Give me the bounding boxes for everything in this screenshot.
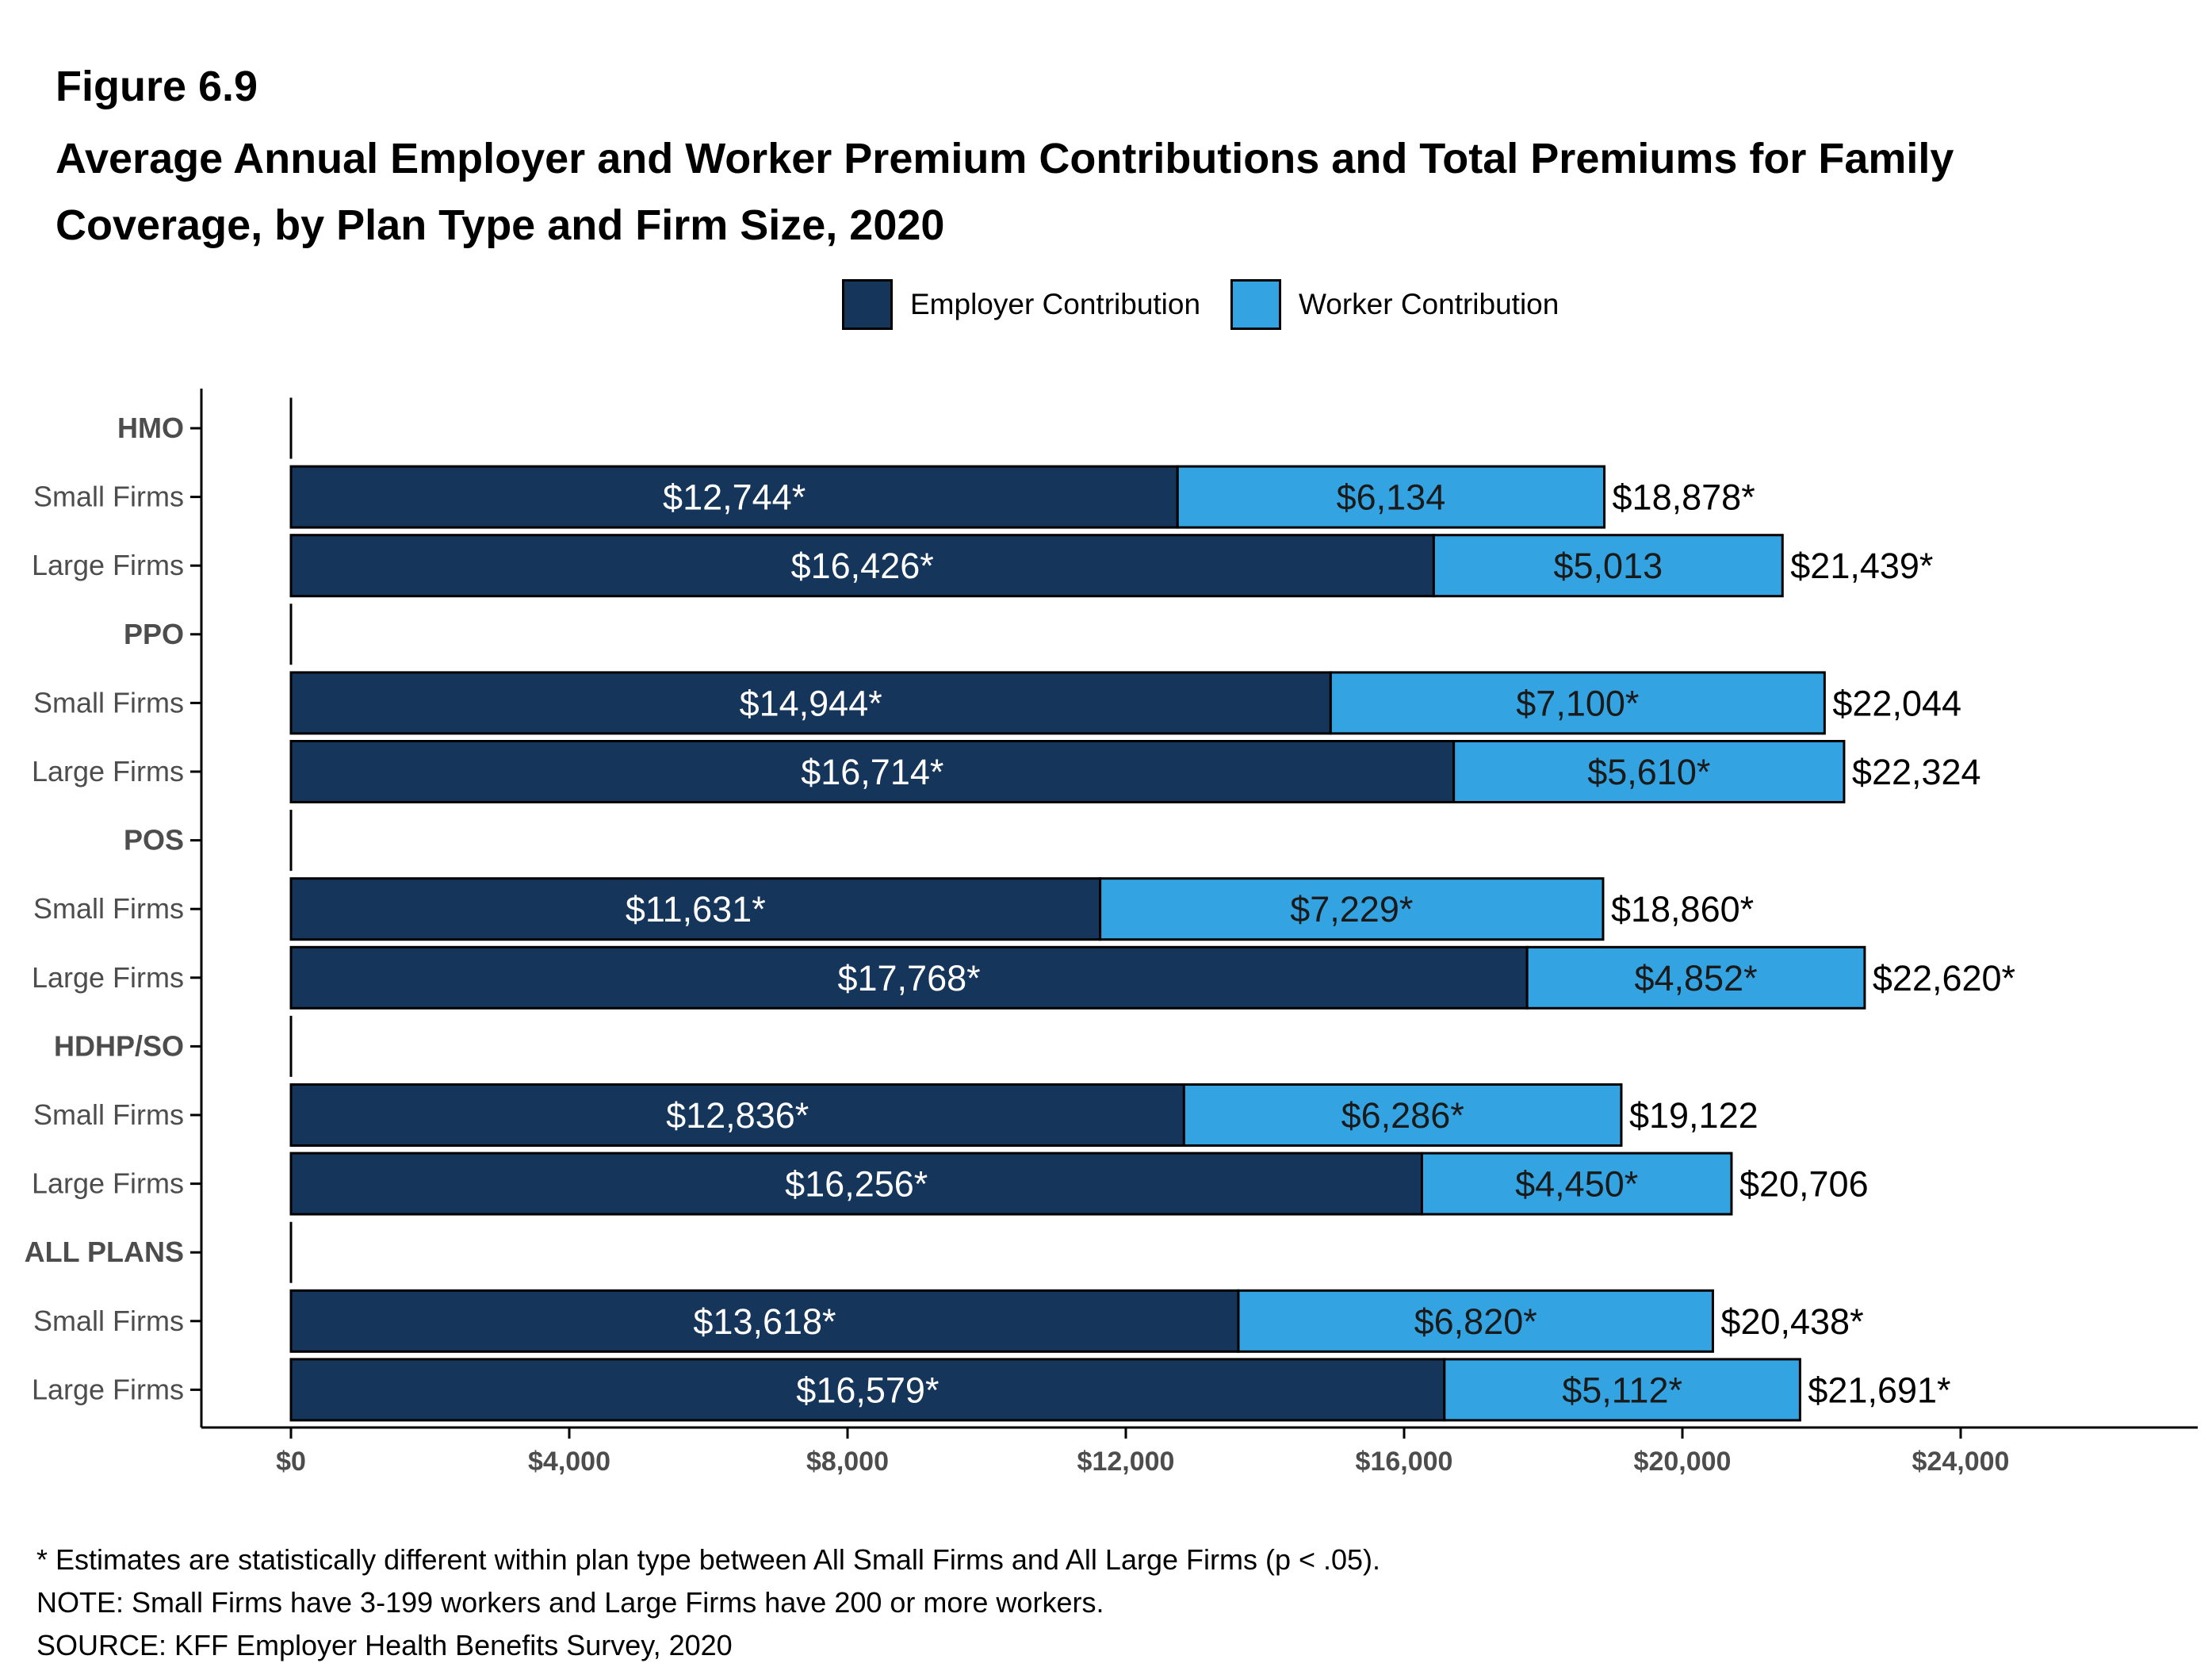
bar-employer [289, 877, 1102, 941]
data-label-employer: $16,256* [785, 1164, 928, 1205]
x-tick-label: $16,000 [1356, 1447, 1453, 1477]
y-group-label: ALL PLANS [25, 1236, 184, 1268]
bar-employer [289, 671, 1332, 735]
bar-worker [1432, 534, 1784, 598]
data-label-total: $21,439* [1790, 546, 1933, 586]
y-group-label: HMO [117, 412, 184, 444]
legend-label-employer: Employer Contribution [910, 288, 1201, 320]
x-tick-label: $20,000 [1634, 1447, 1732, 1477]
figure-label: Figure 6.9 [55, 63, 258, 110]
y-category-label: Small Firms [33, 1098, 184, 1131]
bar-employer [289, 534, 1435, 598]
bar-employer [289, 1289, 1240, 1353]
y-category-label: Large Firms [32, 961, 184, 994]
y-group-label: PPO [124, 618, 184, 650]
bar-employer [289, 465, 1179, 529]
legend-label-worker: Worker Contribution [1299, 288, 1559, 320]
footnote-note: NOTE: Small Firms have 3-199 workers and… [36, 1586, 1104, 1619]
data-label-worker: $6,820* [1414, 1301, 1537, 1342]
data-label-employer: $13,618* [693, 1301, 836, 1342]
data-label-worker: $5,610* [1587, 752, 1710, 792]
x-tick-label: $0 [276, 1447, 306, 1477]
data-label-employer: $16,714* [801, 752, 943, 792]
data-label-employer: $16,579* [796, 1370, 939, 1410]
y-category-label: Large Firms [32, 1167, 184, 1200]
data-label-worker: $7,100* [1516, 683, 1639, 723]
data-label-employer: $11,631* [626, 889, 766, 929]
data-label-total: $21,691* [1808, 1370, 1950, 1410]
y-category-label: Small Firms [33, 1305, 184, 1337]
legend-swatch-worker [1230, 279, 1281, 330]
y-category-label: Large Firms [32, 1373, 184, 1405]
data-label-employer: $14,944* [740, 683, 882, 723]
bar-worker [1176, 465, 1606, 529]
y-category-label: Small Firms [33, 481, 184, 513]
x-tick-label: $8,000 [806, 1447, 889, 1477]
data-label-worker: $5,112* [1562, 1370, 1682, 1410]
chart-title: Average Annual Employer and Worker Premi… [55, 135, 1954, 249]
bar-employer [289, 1152, 1423, 1216]
chart-legend: Employer Contribution Worker Contributio… [0, 276, 2212, 333]
y-category-label: Small Firms [33, 686, 184, 719]
bar-worker [1525, 945, 1866, 1010]
x-tick-label: $24,000 [1912, 1447, 2010, 1477]
data-label-employer: $12,836* [666, 1095, 809, 1136]
data-label-total: $19,122 [1629, 1095, 1759, 1136]
bar-worker [1443, 1358, 1801, 1422]
data-label-total: $20,438* [1720, 1301, 1863, 1342]
data-label-employer: $12,744* [663, 477, 806, 518]
x-tick-label: $4,000 [528, 1447, 610, 1477]
footnote-source: SOURCE: KFF Employer Health Benefits Sur… [36, 1629, 733, 1661]
bar-worker [1237, 1289, 1714, 1353]
legend-item-worker: Worker Contribution [1230, 276, 1559, 333]
bar-employer [289, 945, 1529, 1010]
data-label-total: $22,044 [1832, 683, 1961, 723]
data-label-employer: $16,426* [791, 546, 934, 586]
y-group-label: HDHP/SO [54, 1029, 184, 1062]
data-label-worker: $4,450* [1515, 1164, 1638, 1205]
data-label-total: $22,620* [1873, 958, 2015, 998]
y-group-label: POS [124, 824, 184, 856]
data-label-worker: $6,134 [1337, 477, 1446, 518]
bar-worker [1099, 877, 1605, 941]
bar-chart: $0 $4,000 $8,000 $12,000 $16,000 $20,000 $24,0… [25, 389, 2198, 1477]
data-label-worker: $6,286* [1341, 1095, 1464, 1136]
footnotes: * Estimates are statistically different … [36, 1539, 1380, 1667]
bar-worker [1420, 1152, 1733, 1216]
data-label-worker: $4,852* [1634, 958, 1757, 998]
data-label-employer: $17,768* [837, 958, 980, 998]
legend-swatch-employer [842, 279, 893, 330]
data-label-total: $20,706 [1739, 1164, 1869, 1205]
y-category-label: Large Firms [32, 755, 184, 788]
bar-worker [1329, 671, 1826, 735]
legend-item-employer: Employer Contribution [842, 276, 1200, 333]
bar-worker [1452, 740, 1846, 803]
x-tick-label: $12,000 [1077, 1447, 1175, 1477]
data-label-total: $22,324 [1852, 752, 1981, 792]
data-label-worker: $5,013 [1554, 546, 1663, 586]
y-category-label: Large Firms [32, 549, 184, 581]
data-label-total: $18,878* [1613, 477, 1755, 518]
footnote-significance: * Estimates are statistically different … [36, 1543, 1381, 1576]
y-category-label: Small Firms [33, 892, 184, 925]
bar-employer [289, 1358, 1446, 1422]
data-label-worker: $7,229* [1290, 889, 1413, 929]
bar-worker [1182, 1083, 1623, 1147]
data-label-total: $18,860* [1611, 889, 1754, 929]
